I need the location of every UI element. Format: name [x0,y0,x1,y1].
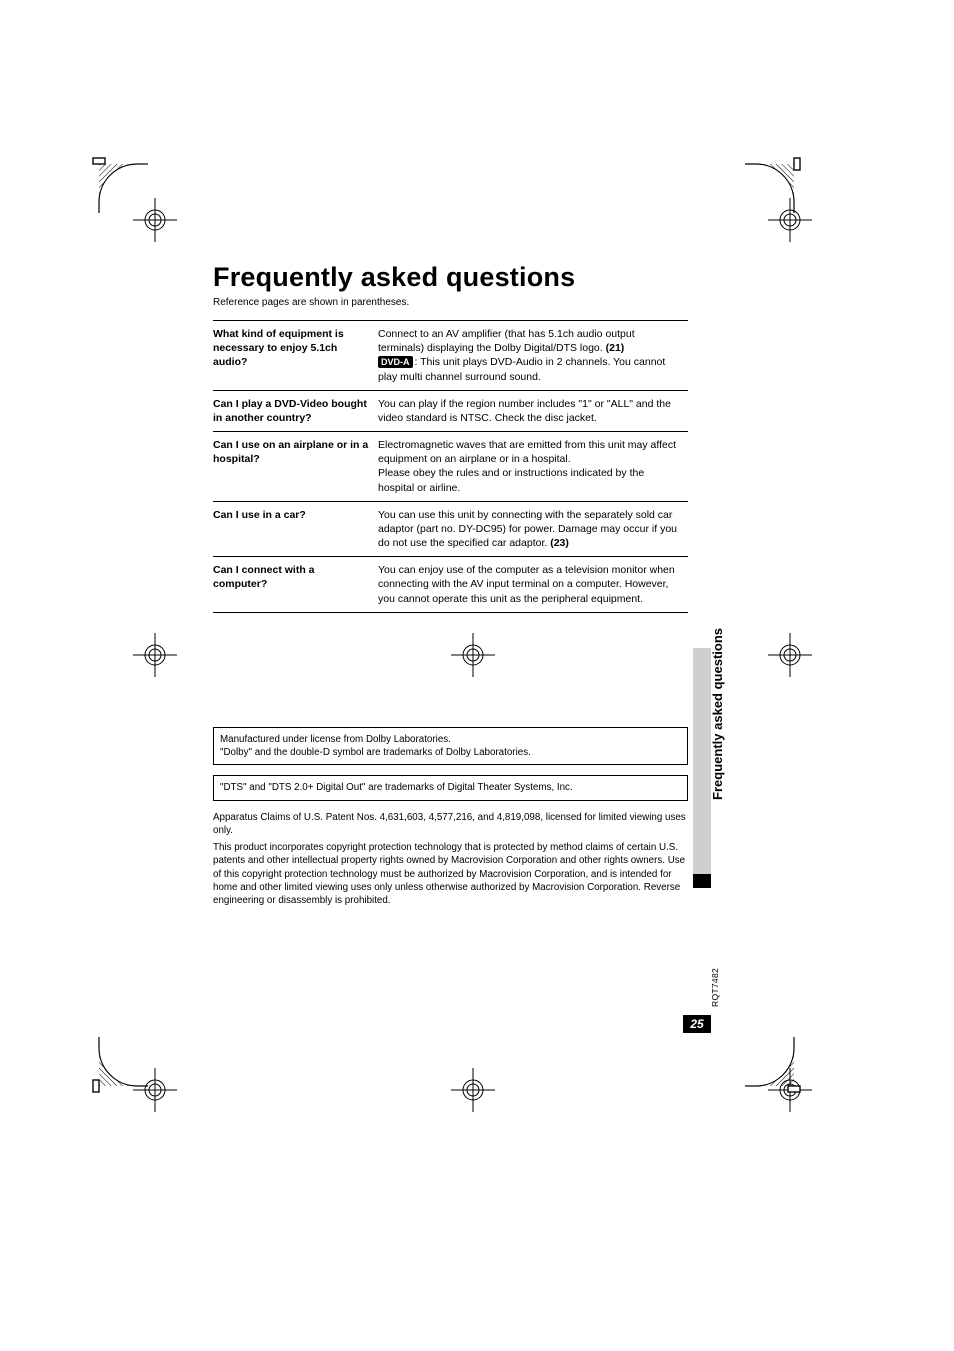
faq-question: Can I connect with a computer? [213,557,378,613]
section-tab [693,648,711,888]
legal-paragraph: This product incorporates copyright prot… [213,841,688,907]
faq-question: Can I use on an airplane or in a hospita… [213,432,378,502]
legal-paragraph: Apparatus Claims of U.S. Patent Nos. 4,6… [213,811,688,837]
table-row: What kind of equipment is necessary to e… [213,321,688,391]
faq-answer: Electromagnetic waves that are emitted f… [378,432,688,502]
page-ref: (23) [550,537,569,549]
page-title: Frequently asked questions [213,262,713,293]
registration-mark-icon [443,625,503,685]
faq-answer: Connect to an AV amplifier (that has 5.1… [378,321,688,391]
legal-line: Manufactured under license from Dolby La… [220,733,681,746]
format-badge: DVD-A [378,356,413,368]
legal-box-dts: "DTS" and "DTS 2.0+ Digital Out" are tra… [213,775,688,800]
faq-question: Can I play a DVD-Video bought in another… [213,390,378,431]
page-number: 25 [683,1015,711,1033]
corner-crop-mark-icon [745,1037,805,1097]
section-side-label: Frequently asked questions [710,628,725,800]
faq-table: What kind of equipment is necessary to e… [213,320,688,613]
faq-answer: You can enjoy use of the computer as a t… [378,557,688,613]
table-row: Can I use on an airplane or in a hospita… [213,432,688,502]
document-code: RQT7482 [710,968,720,1007]
corner-crop-mark-icon [88,153,148,213]
page-subtitle: Reference pages are shown in parentheses… [213,297,713,308]
registration-mark-icon [760,625,820,685]
legal-section: Manufactured under license from Dolby La… [213,727,688,907]
page-content: Frequently asked questions Reference pag… [213,262,713,613]
legal-line: "Dolby" and the double-D symbol are trad… [220,746,681,759]
legal-box-dolby: Manufactured under license from Dolby La… [213,727,688,765]
faq-question: What kind of equipment is necessary to e… [213,321,378,391]
faq-answer: You can play if the region number includ… [378,390,688,431]
corner-crop-mark-icon [745,153,805,213]
table-row: Can I play a DVD-Video bought in another… [213,390,688,431]
faq-question: Can I use in a car? [213,501,378,557]
page-ref: (21) [606,342,625,354]
table-row: Can I connect with a computer?You can en… [213,557,688,613]
faq-answer: You can use this unit by connecting with… [378,501,688,557]
table-row: Can I use in a car?You can use this unit… [213,501,688,557]
corner-crop-mark-icon [88,1037,148,1097]
registration-mark-icon [443,1060,503,1120]
registration-mark-icon [125,625,185,685]
